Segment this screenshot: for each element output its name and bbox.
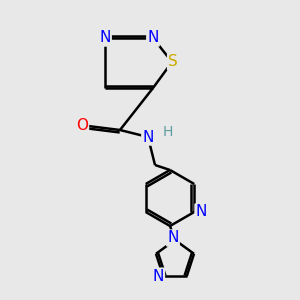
Text: H: H [163,125,173,139]
Text: S: S [168,55,178,70]
Text: N: N [167,230,179,245]
Text: O: O [76,118,88,134]
Text: N: N [147,31,159,46]
Text: N: N [142,130,154,145]
Text: N: N [153,269,164,284]
Text: N: N [196,205,207,220]
Text: N: N [99,31,111,46]
